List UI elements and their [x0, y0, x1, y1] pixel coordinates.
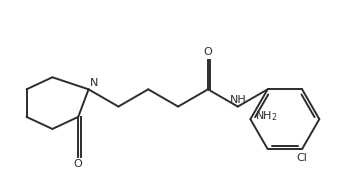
Text: O: O — [74, 159, 83, 169]
Text: Cl: Cl — [297, 153, 308, 163]
Text: NH$_2$: NH$_2$ — [255, 109, 277, 123]
Text: N: N — [90, 78, 98, 88]
Text: O: O — [203, 47, 212, 57]
Text: NH: NH — [229, 95, 246, 105]
